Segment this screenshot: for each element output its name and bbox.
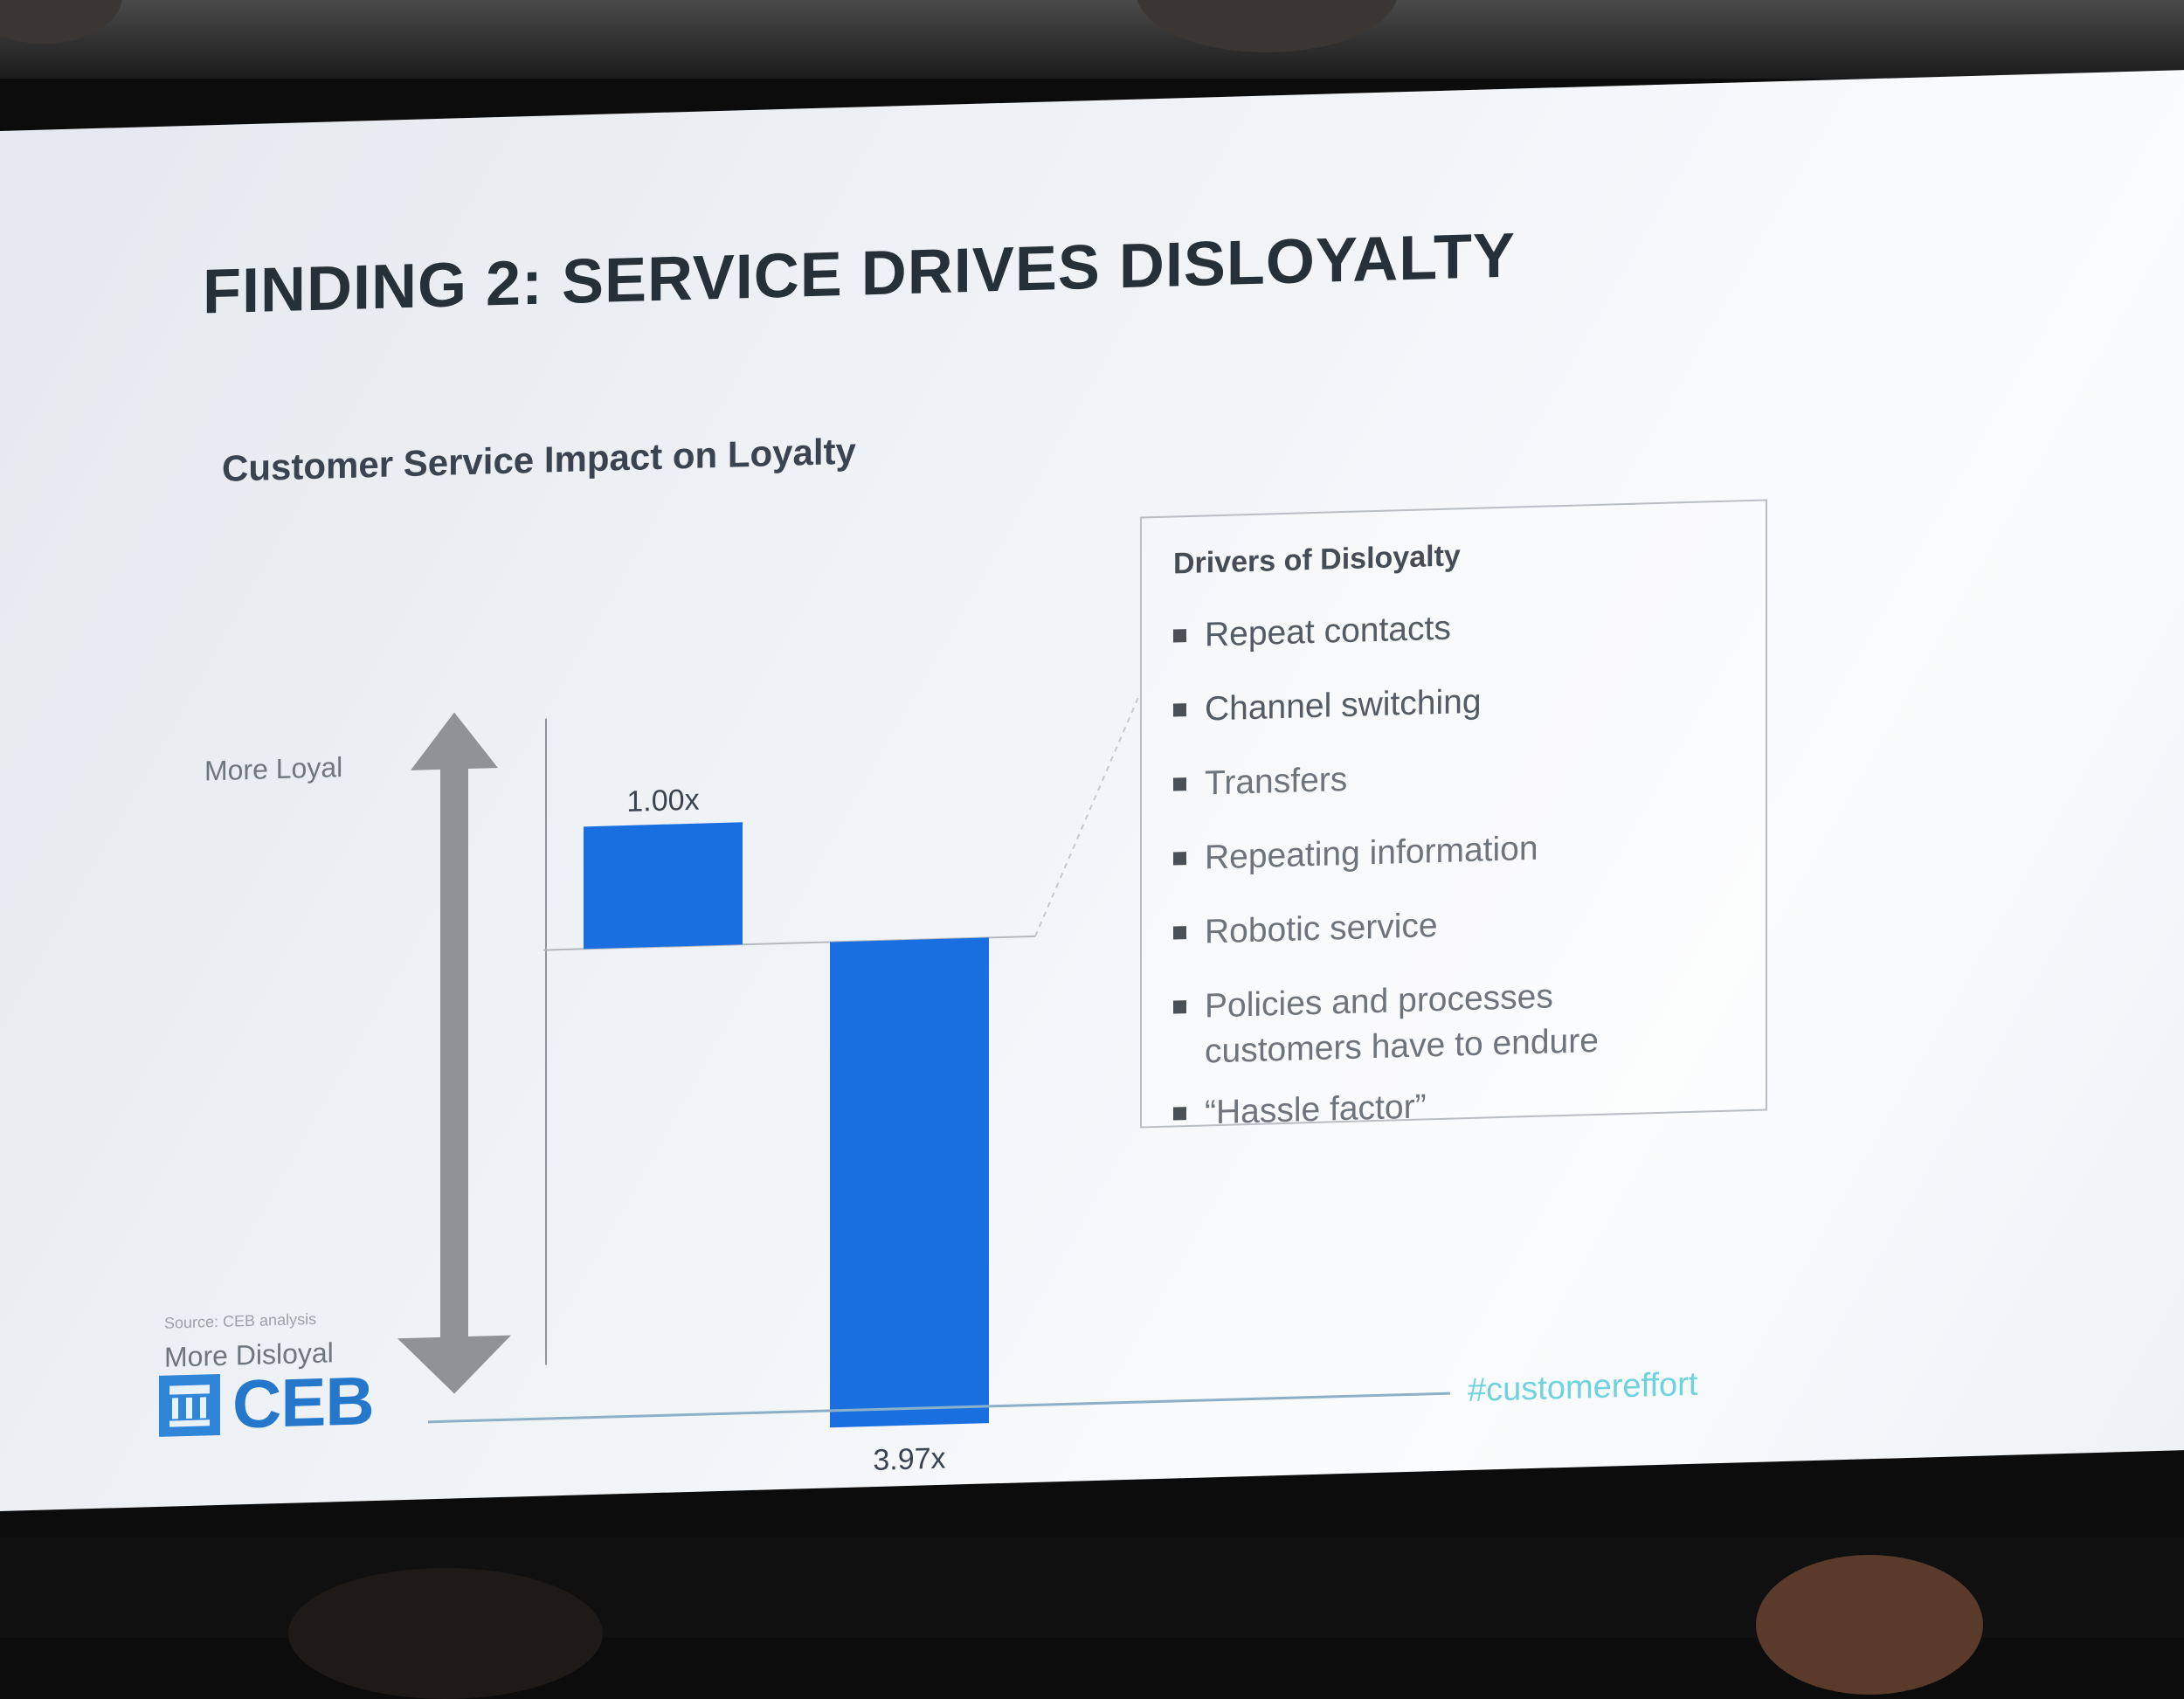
driver-label: Transfers bbox=[1205, 760, 1348, 803]
drivers-list: Repeat contacts Channel switching Transf… bbox=[1173, 602, 1599, 1166]
audience-head-bottom-left bbox=[288, 1568, 603, 1699]
loyalty-axis-arrow bbox=[397, 712, 511, 1394]
driver-label: Channel switching bbox=[1205, 682, 1482, 729]
list-item: Channel switching bbox=[1173, 676, 1599, 734]
list-item: Repeat contacts bbox=[1173, 602, 1599, 660]
bullet-icon bbox=[1173, 1107, 1186, 1121]
bullet-icon bbox=[1173, 852, 1186, 866]
arrow-head-down bbox=[397, 1335, 511, 1394]
axis-label-more-loyal: More Loyal bbox=[204, 751, 342, 786]
logo-text: CEB bbox=[232, 1361, 374, 1443]
driver-label: Repeating information bbox=[1205, 829, 1538, 877]
driver-label-continued: customers have to endure bbox=[1205, 1021, 1599, 1071]
loyalty-chart: More Loyal More Disloyal 1.00x 3.97x bbox=[164, 693, 1141, 1477]
arrow-shaft bbox=[440, 764, 468, 1342]
bar-1 bbox=[584, 822, 743, 950]
bar-2 bbox=[830, 937, 989, 1428]
list-item: Transfers bbox=[1173, 750, 1599, 808]
list-item: Policies and processes customers have to … bbox=[1173, 973, 1599, 1076]
list-item: “Hassle factor” bbox=[1173, 1080, 1599, 1137]
room-top bbox=[0, 0, 2184, 79]
data-label-1: 1.00x bbox=[626, 784, 699, 818]
callout-connector bbox=[1034, 693, 1141, 937]
axis-label-more-disloyal: More Disloyal bbox=[164, 1336, 334, 1372]
ceb-logo: CEB bbox=[159, 1362, 374, 1442]
hashtag: #customereffort bbox=[1468, 1365, 1698, 1410]
projector-screen: FINDING 2: SERVICE DRIVES DISLOYALTY Cus… bbox=[0, 70, 2184, 1511]
list-item: Repeating information bbox=[1173, 825, 1599, 882]
driver-label: Repeat contacts bbox=[1205, 609, 1451, 654]
building-icon bbox=[159, 1373, 220, 1437]
data-label-2: 3.97x bbox=[873, 1442, 945, 1477]
bullet-icon bbox=[1173, 703, 1186, 717]
bullet-icon bbox=[1173, 629, 1186, 643]
driver-label: Policies and processes bbox=[1205, 977, 1553, 1026]
arrow-head-up bbox=[411, 712, 498, 770]
bars-layer: 1.00x 3.97x bbox=[584, 784, 989, 1477]
bullet-icon bbox=[1173, 926, 1186, 940]
driver-label: “Hassle factor” bbox=[1205, 1088, 1427, 1132]
driver-label: Robotic service bbox=[1205, 907, 1438, 951]
bullet-icon bbox=[1173, 777, 1186, 791]
list-item: Robotic service bbox=[1173, 899, 1599, 957]
audience-head-bottom-right bbox=[1756, 1555, 1983, 1695]
drivers-of-disloyalty-box: Drivers of Disloyalty Repeat contacts Ch… bbox=[1140, 499, 1767, 1131]
bullet-icon bbox=[1173, 1000, 1186, 1014]
drivers-heading: Drivers of Disloyalty bbox=[1173, 539, 1461, 581]
